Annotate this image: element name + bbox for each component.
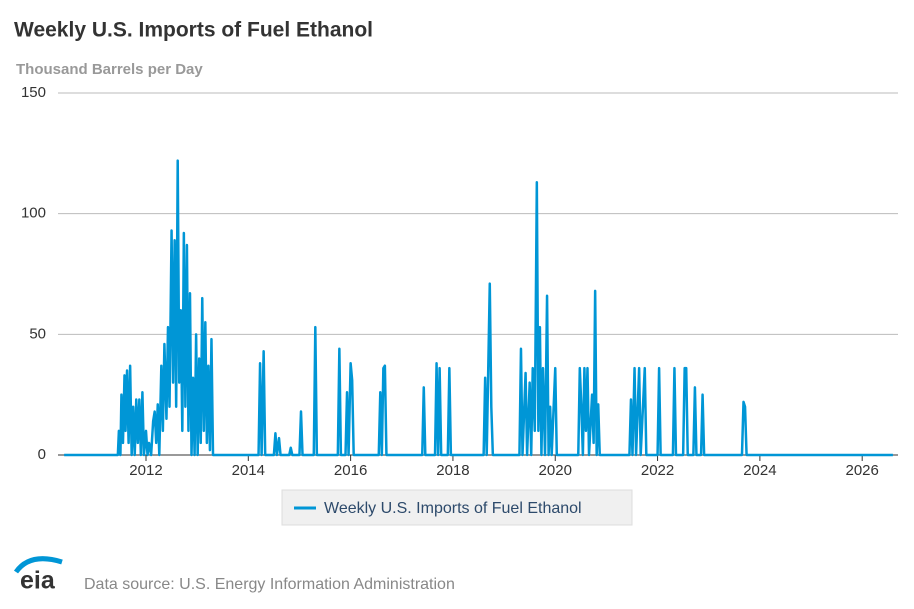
x-tick-label: 2020: [539, 462, 572, 479]
legend-box: [281, 489, 633, 526]
y-tick-label: 150: [21, 84, 46, 101]
y-tick-label: 50: [29, 325, 46, 342]
chart-title: Weekly U.S. Imports of Fuel Ethanol: [14, 19, 373, 42]
x-tick-label: 2018: [436, 462, 469, 479]
x-tick-label: 2022: [641, 462, 674, 479]
legend-label: Weekly U.S. Imports of Fuel Ethanol: [324, 500, 582, 517]
y-tick-label: 0: [38, 446, 46, 463]
x-tick-label: 2016: [334, 462, 367, 479]
y-axis-label: Thousand Barrels per Day: [16, 61, 203, 78]
logo-swoosh: [13, 556, 63, 574]
logo: eia: [20, 567, 56, 595]
x-tick-label: 2012: [129, 462, 162, 479]
data-line: [64, 159, 893, 457]
y-tick-label: 100: [21, 205, 46, 222]
x-tick-label: 2024: [743, 462, 776, 479]
source: Data source: U.S. Energy Information Adm…: [84, 576, 455, 593]
x-tick-label: 2014: [232, 462, 265, 479]
x-tick-label: 2026: [846, 462, 879, 479]
